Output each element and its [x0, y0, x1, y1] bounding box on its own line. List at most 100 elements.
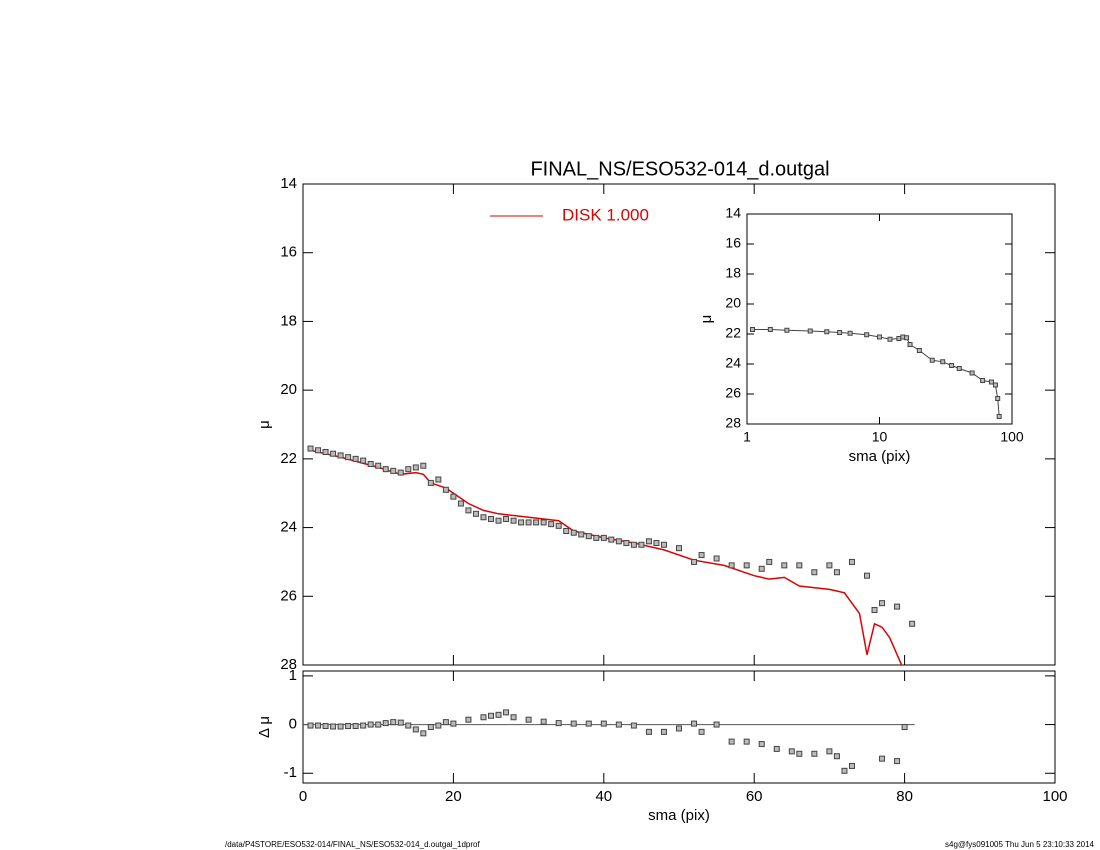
data-point [645, 728, 652, 735]
data-point [307, 722, 314, 729]
data-point [525, 716, 532, 723]
data-point [450, 493, 457, 500]
data-point [360, 457, 367, 464]
data-point [367, 721, 374, 728]
data-point [691, 720, 698, 727]
data-point [940, 359, 946, 365]
profile-line [752, 329, 1000, 417]
y-axis-label: Δ μ [256, 716, 273, 738]
data-point [315, 722, 322, 729]
data-point [510, 714, 517, 721]
data-point [848, 558, 855, 565]
y-tick-label: 24 [280, 519, 297, 536]
data-point [980, 378, 986, 383]
data-point [826, 748, 833, 755]
data-point [811, 569, 818, 576]
data-point [465, 507, 472, 514]
data-point [585, 720, 592, 727]
data-point [540, 718, 547, 725]
data-point [749, 327, 755, 332]
data-point [877, 334, 882, 340]
data-point [788, 748, 795, 755]
y-tick-label: 20 [280, 381, 297, 398]
data-point [698, 552, 705, 559]
data-point [781, 562, 788, 569]
data-point [427, 724, 434, 730]
data-point [894, 758, 901, 765]
data-point [713, 555, 720, 562]
y-tick-label: 26 [725, 385, 741, 401]
y-tick-label: 22 [725, 325, 741, 341]
plot-area [303, 709, 915, 774]
data-point [901, 724, 908, 730]
data-point [315, 447, 322, 454]
data-point [784, 327, 790, 333]
y-tick-label: 22 [280, 450, 297, 467]
data-point [796, 562, 803, 569]
data-point [488, 712, 494, 719]
data-point [420, 730, 427, 737]
y-tick-label: 26 [280, 587, 297, 604]
data-point [848, 762, 855, 769]
data-point [907, 342, 913, 347]
data-point [728, 738, 735, 745]
data-point [540, 519, 547, 526]
data-point [691, 558, 698, 565]
x-tick-label: 80 [896, 788, 913, 805]
data-point [988, 379, 994, 385]
data-point [585, 533, 592, 540]
x-tick-label: 10 [872, 429, 888, 445]
y-axis-label: μ [698, 315, 715, 324]
data-point [442, 486, 449, 493]
data-point [929, 357, 935, 363]
data-point [412, 464, 419, 471]
data-point [322, 448, 329, 455]
data-point [807, 328, 813, 334]
data-point [525, 519, 532, 526]
data-point [969, 370, 975, 376]
data-point [916, 348, 922, 353]
data-point [743, 738, 750, 745]
data-point [645, 538, 652, 545]
data-point [420, 462, 427, 469]
data-point [796, 750, 803, 757]
data-point [435, 722, 442, 729]
y-tick-label: 18 [725, 265, 741, 281]
y-tick-label: 28 [280, 656, 297, 673]
data-point [949, 363, 955, 368]
data-point [996, 414, 1002, 419]
data-point [412, 726, 419, 733]
data-point [510, 517, 517, 524]
footer-right: s4g@fys091005 Thu Jun 5 23:10:33 2014 [945, 840, 1095, 849]
y-tick-label: 24 [725, 355, 741, 371]
x-tick-label: 20 [445, 788, 462, 805]
plot-frame [302, 183, 1056, 666]
data-point [660, 541, 667, 548]
data-point [676, 545, 682, 552]
data-point [623, 540, 630, 547]
data-point [465, 716, 472, 723]
data-point [728, 562, 735, 569]
data-point [833, 753, 840, 760]
data-point [405, 722, 412, 729]
data-point [570, 529, 577, 536]
data-point [495, 711, 502, 718]
data-point [992, 382, 998, 388]
data-point [833, 569, 840, 576]
data-point [330, 723, 337, 730]
x-tick-label: 100 [1000, 429, 1024, 445]
y-tick-label: 14 [725, 205, 741, 221]
data-point [405, 466, 412, 473]
data-point [435, 476, 442, 483]
data-point [879, 755, 886, 762]
y-tick-label: 28 [725, 415, 741, 431]
plot-area [749, 327, 1002, 419]
data-point [600, 720, 607, 727]
y-tick-label: 16 [725, 235, 741, 251]
data-point [375, 721, 382, 728]
y-tick-label: 1 [289, 667, 297, 684]
data-point [397, 719, 404, 726]
footer-left: /data/P4STORE/ESO532-014/FINAL_NS/ESO532… [225, 840, 480, 849]
data-point [337, 723, 344, 730]
